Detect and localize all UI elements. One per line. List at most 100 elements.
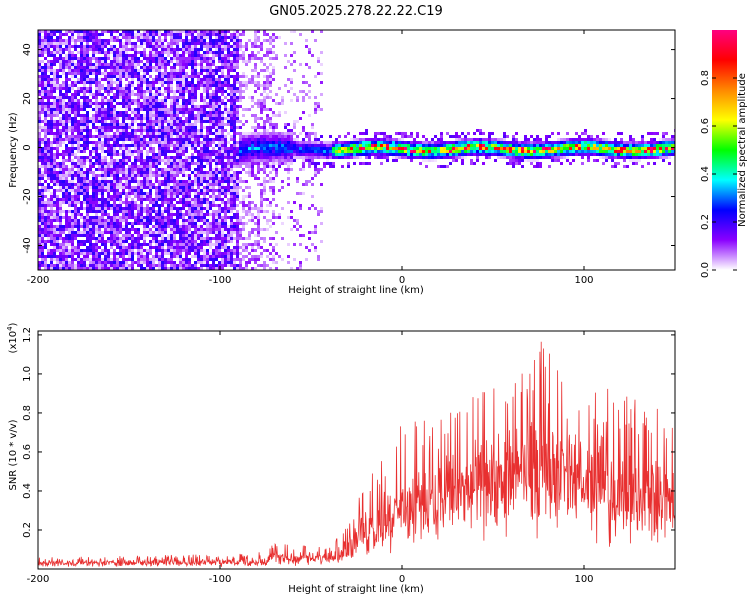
heatmap-cell — [206, 117, 209, 120]
heatmap-cell — [194, 168, 197, 171]
heatmap-cell — [173, 264, 176, 267]
heatmap-cell — [200, 174, 203, 177]
heatmap-cell — [203, 75, 206, 78]
heatmap-cell — [47, 213, 50, 216]
heatmap-cell — [122, 189, 125, 192]
heatmap-cell — [107, 207, 110, 210]
heatmap-cell — [161, 60, 164, 63]
heatmap-cell — [116, 246, 119, 249]
heatmap-cell — [254, 39, 257, 42]
heatmap-cell — [128, 54, 131, 57]
heatmap-cell — [227, 204, 230, 207]
heatmap-cell — [194, 39, 197, 42]
heatmap-cell — [59, 231, 62, 234]
heatmap-cell — [242, 201, 245, 204]
heatmap-cell — [242, 216, 245, 219]
heatmap-cell — [185, 147, 188, 150]
heatmap-cell — [167, 48, 170, 51]
heatmap-cell — [101, 66, 104, 69]
heatmap-cell — [56, 213, 59, 216]
heatmap-cell — [47, 237, 50, 240]
heatmap-cell — [89, 240, 92, 243]
heatmap-cell — [59, 135, 62, 138]
heatmap-cell — [236, 183, 239, 186]
heatmap-cell — [89, 237, 92, 240]
heatmap-cell — [125, 174, 128, 177]
heatmap-cell — [257, 36, 260, 39]
heatmap-cell — [104, 159, 107, 162]
heatmap-cell — [149, 36, 152, 39]
heatmap-cell — [263, 63, 266, 66]
heatmap-cell — [188, 123, 191, 126]
heatmap-cell — [56, 132, 59, 135]
heatmap-cell — [239, 252, 242, 255]
heatmap-cell — [131, 150, 134, 153]
heatmap-cell — [41, 189, 44, 192]
heatmap-cell — [86, 198, 89, 201]
heatmap-cell — [182, 129, 185, 132]
heatmap-cell — [218, 234, 221, 237]
heatmap-cell — [56, 237, 59, 240]
heatmap-cell — [128, 231, 131, 234]
heatmap-cell — [176, 90, 179, 93]
heatmap-cell — [227, 162, 230, 165]
heatmap-cell — [161, 195, 164, 198]
heatmap-cell — [161, 159, 164, 162]
heatmap-cell — [245, 159, 248, 162]
heatmap-cell — [62, 267, 65, 270]
heatmap-cell — [41, 153, 44, 156]
heatmap-cell — [212, 57, 215, 60]
heatmap-cell — [236, 60, 239, 63]
heatmap-cell — [137, 222, 140, 225]
heatmap-cell — [98, 183, 101, 186]
heatmap-cell — [92, 255, 95, 258]
heatmap-cell — [53, 123, 56, 126]
heatmap-cell — [110, 198, 113, 201]
heatmap-cell — [155, 231, 158, 234]
heatmap-cell — [254, 90, 257, 93]
heatmap-cell — [71, 108, 74, 111]
heatmap-cell — [230, 51, 233, 54]
heatmap-cell — [59, 177, 62, 180]
heatmap-cell — [110, 45, 113, 48]
heatmap-cell — [71, 129, 74, 132]
heatmap-cell — [197, 33, 200, 36]
heatmap-cell — [239, 222, 242, 225]
heatmap-cell — [170, 213, 173, 216]
heatmap-cell — [71, 249, 74, 252]
heatmap-cell — [197, 138, 200, 141]
heatmap-cell — [62, 108, 65, 111]
heatmap-cell — [119, 54, 122, 57]
heatmap-cell — [212, 102, 215, 105]
heatmap-cell — [209, 171, 212, 174]
heatmap-cell — [104, 63, 107, 66]
heatmap-cell — [98, 174, 101, 177]
heatmap-cell — [80, 192, 83, 195]
heatmap-cell — [194, 231, 197, 234]
heatmap-cell — [191, 126, 194, 129]
heatmap-cell — [107, 255, 110, 258]
heatmap-cell — [188, 267, 191, 270]
heatmap-cell — [116, 234, 119, 237]
heatmap-cell — [155, 153, 158, 156]
heatmap-cell — [107, 51, 110, 54]
heatmap-cell — [218, 222, 221, 225]
heatmap-cell — [224, 213, 227, 216]
heatmap-cell — [167, 267, 170, 270]
heatmap-cell — [77, 219, 80, 222]
heatmap-cell — [206, 54, 209, 57]
heatmap-cell — [185, 261, 188, 264]
heatmap-cell — [47, 204, 50, 207]
heatmap-cell — [143, 243, 146, 246]
heatmap-cell — [89, 90, 92, 93]
heatmap-cell — [137, 174, 140, 177]
heatmap-cell — [254, 81, 257, 84]
heatmap-cell — [230, 180, 233, 183]
heatmap-cell — [128, 153, 131, 156]
heatmap-cell — [44, 207, 47, 210]
heatmap-cell — [77, 45, 80, 48]
heatmap-cell — [215, 252, 218, 255]
heatmap-cell — [188, 186, 191, 189]
heatmap-cell — [230, 156, 233, 159]
heatmap-cell — [98, 219, 101, 222]
